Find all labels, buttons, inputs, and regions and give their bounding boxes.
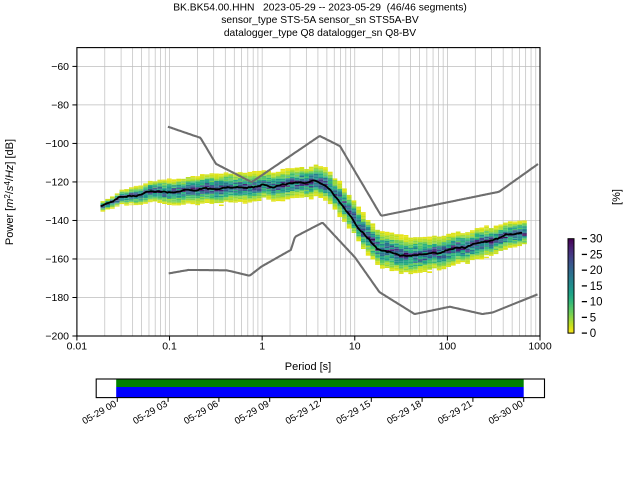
svg-text:−80: −80 [51, 99, 69, 111]
svg-text:25: 25 [590, 249, 603, 261]
svg-text:5: 5 [590, 312, 596, 324]
svg-text:1: 1 [259, 341, 265, 353]
svg-text:−200: −200 [45, 331, 69, 343]
svg-text:−160: −160 [45, 253, 69, 265]
svg-text:15: 15 [590, 281, 603, 293]
svg-text:10: 10 [590, 297, 603, 309]
svg-text:−180: −180 [45, 292, 69, 304]
svg-text:Period [s]: Period [s] [285, 361, 331, 373]
svg-text:−100: −100 [45, 138, 69, 150]
svg-text:−60: −60 [51, 61, 69, 73]
svg-text:Power [m2/s4/Hz] [dB]: Power [m2/s4/Hz] [dB] [3, 139, 16, 245]
svg-text:sensor_type STS-5A sensor_sn S: sensor_type STS-5A sensor_sn STS5A-BV [221, 15, 419, 26]
svg-text:0: 0 [590, 328, 596, 340]
svg-text:BK.BK54.00.HHN 2023-05-29 --: BK.BK54.00.HHN 2023-05-29 -- 2023-05-29 … [173, 2, 467, 13]
svg-text:[%]: [%] [611, 189, 623, 205]
svg-text:20: 20 [590, 265, 603, 277]
svg-text:100: 100 [439, 341, 457, 353]
svg-text:−140: −140 [45, 215, 69, 227]
svg-text:10: 10 [349, 341, 361, 353]
svg-text:0.1: 0.1 [162, 341, 177, 353]
svg-text:0.01: 0.01 [67, 341, 88, 353]
svg-text:datalogger_type Q8 datalogger_: datalogger_type Q8 datalogger_sn Q8-BV [224, 28, 416, 39]
svg-text:−120: −120 [45, 176, 69, 188]
svg-text:30: 30 [590, 234, 603, 246]
svg-text:1000: 1000 [528, 341, 552, 353]
